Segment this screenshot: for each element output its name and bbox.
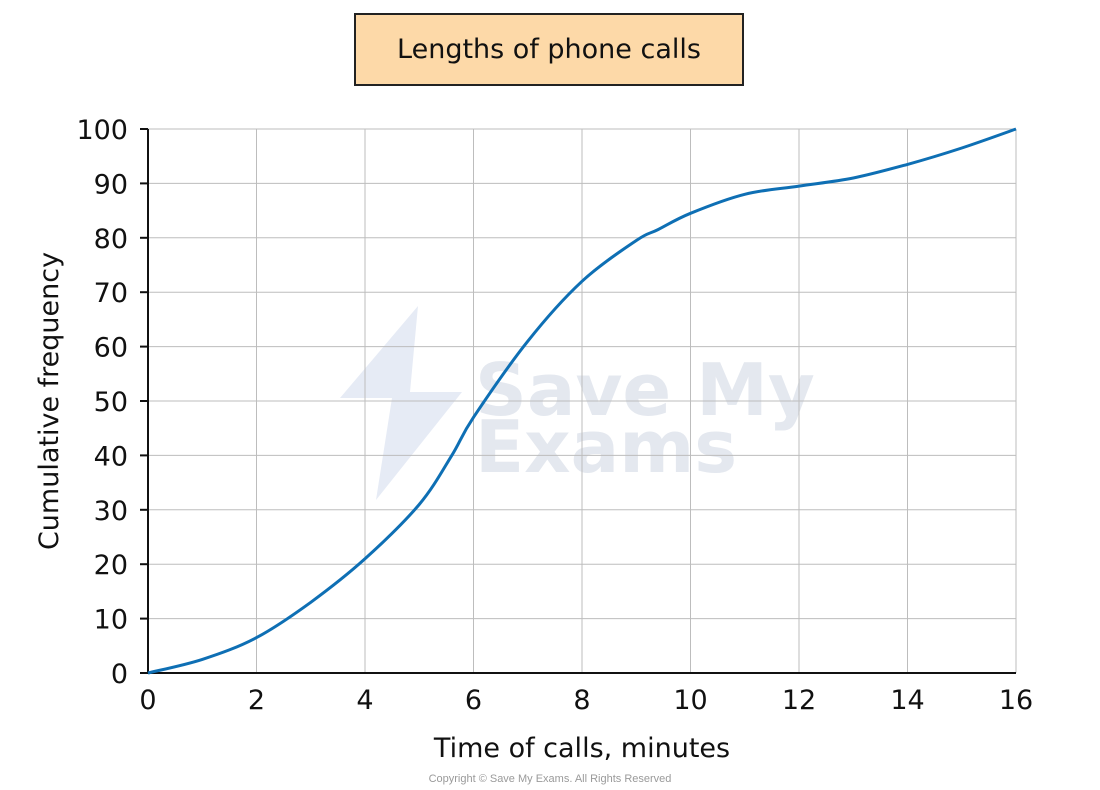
y-tick-label: 40 [94,441,128,472]
y-tick-label: 0 [111,659,128,690]
copyright-notice: Copyright © Save My Exams. All Rights Re… [428,773,672,785]
grid [147,128,1017,674]
watermark: Save My Exams [340,306,815,500]
y-tick-label: 30 [94,496,128,527]
x-tick-label: 2 [248,685,265,716]
x-tick-labels: 0 2 4 6 8 10 12 14 16 [139,685,1033,716]
x-tick-label: 14 [890,685,924,716]
y-tick-label: 10 [94,605,128,636]
x-tick-label: 12 [782,685,816,716]
x-tick-label: 16 [999,685,1033,716]
x-tick-label: 10 [673,685,707,716]
chart-title: Lengths of phone calls [354,13,744,86]
x-tick-label: 0 [139,685,156,716]
y-tick-label: 80 [94,224,128,255]
watermark-line1: Save My [475,348,815,432]
y-tick-labels: 0 10 20 30 40 50 60 70 80 90 100 [76,115,128,690]
y-tick-label: 90 [94,169,128,200]
y-tick-label: 70 [94,278,128,309]
y-tick-label: 20 [94,550,128,581]
x-tick-label: 4 [356,685,373,716]
y-tick-label: 100 [76,115,128,146]
series-line [147,127,1017,675]
y-tick-label: 60 [94,333,128,364]
y-tick-label: 50 [94,387,128,418]
watermark-bolt-icon [340,306,462,500]
x-tick-label: 6 [465,685,482,716]
watermark-line2: Exams [475,405,737,489]
series-layer [147,127,1017,675]
x-tick-label: 8 [573,685,590,716]
x-axis-label: Time of calls, minutes [433,733,730,764]
y-axis-label: Cumulative frequency [34,252,65,550]
axes [140,128,1016,674]
